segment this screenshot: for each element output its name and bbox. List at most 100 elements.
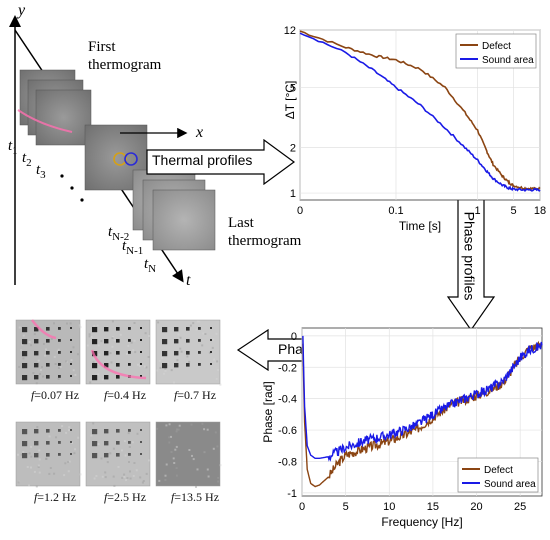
defect-dot (58, 363, 61, 366)
defect-dot (70, 441, 72, 443)
defect-dot (128, 339, 131, 342)
defect-dot (140, 441, 142, 443)
tn1-sub: N-1 (126, 245, 144, 257)
f-symbol: f (33, 490, 38, 504)
phase-y-tick: -0.6 (278, 425, 297, 437)
defect-dot (22, 429, 28, 435)
defect-dot (70, 339, 72, 341)
defect-dot (92, 375, 98, 381)
phasegram-4-freq: =1.2 Hz (37, 490, 77, 504)
defect-dot (140, 429, 142, 431)
phase-x-axis-label: Frequency [Hz] (381, 515, 462, 529)
defect-dot (58, 327, 61, 330)
phasegram-caption-2: f=0.4 Hz (90, 388, 160, 403)
thermal-x-axis-label: Time [s] (399, 219, 441, 233)
phasegram-image-5 (85, 421, 151, 487)
thermal-y-tick: 5 (290, 82, 296, 94)
defect-roi-circle (113, 152, 127, 166)
defect-dot (34, 441, 39, 446)
thermal-x-tick: 5 (511, 205, 517, 217)
phase-legend-label: Defect (484, 465, 513, 476)
defect-dot (186, 339, 190, 343)
phase-series-1 (302, 335, 543, 462)
thermogram-stack-diagram (9, 15, 216, 285)
defect-dot (104, 339, 109, 344)
t2-main: t (22, 150, 27, 166)
tn2-label: tN-2 (108, 224, 129, 243)
defect-dot (34, 375, 39, 380)
tn-main: t (144, 256, 149, 272)
defect-dot (70, 351, 72, 353)
t1-main: t (8, 138, 13, 154)
phase-y-tick: -0.4 (278, 394, 297, 406)
phase-profiles-arrow (446, 192, 496, 332)
defect-dot (22, 339, 28, 345)
last-thermogram-line1: Last (228, 215, 254, 231)
t1-sub: 1 (12, 145, 18, 157)
phasegram-thumbnails (15, 319, 222, 488)
defect-dot (116, 375, 120, 379)
defect-dot (58, 375, 61, 378)
defect-dot (140, 453, 142, 455)
defect-dot (128, 327, 131, 330)
phase-legend-label: Sound area (484, 479, 536, 490)
defect-dot (140, 351, 142, 353)
defect-dot (58, 351, 61, 354)
defect-dot (140, 363, 142, 365)
defect-dot (46, 351, 50, 355)
defect-dot (198, 351, 201, 354)
defect-dot (116, 363, 120, 367)
defect-dot (70, 375, 72, 377)
defect-dot (104, 327, 109, 332)
ellipsis-dot (70, 186, 74, 190)
phase-x-tick: 5 (343, 501, 349, 513)
defect-dot (198, 363, 201, 366)
last-thermogram-line2: thermogram (228, 233, 302, 249)
defect-dot (174, 339, 179, 344)
f-symbol: f (170, 490, 175, 504)
defect-dot (104, 429, 109, 434)
defect-dot (34, 363, 39, 368)
tn1-label: tN-1 (122, 238, 143, 257)
defect-dot (58, 453, 61, 456)
phasegram-3-freq: =0.7 Hz (177, 388, 217, 402)
defect-dot (104, 453, 109, 458)
defect-dot (104, 441, 109, 446)
defect-dot (186, 327, 190, 331)
ellipsis-dot (60, 174, 64, 178)
thermal-y-tick: 2 (290, 143, 296, 155)
defect-dot (128, 441, 131, 444)
t3-sub: 3 (40, 169, 46, 181)
phasegram-caption-3: f=0.7 Hz (160, 388, 230, 403)
t2-label: t2 (22, 150, 32, 169)
thermal-series-1 (299, 32, 541, 192)
t3-main: t (36, 162, 41, 178)
first-thermogram-label: First thermogram (88, 38, 161, 74)
defect-dot (162, 327, 168, 333)
phase-x-tick: 10 (383, 501, 395, 513)
t1-label: t1 (8, 138, 18, 157)
phase-x-tick: 20 (470, 501, 482, 513)
defect-dot (198, 339, 201, 342)
defect-dot (210, 363, 212, 365)
phase-x-tick: 25 (514, 501, 526, 513)
thermogram-frame-n (152, 189, 216, 251)
thermal-legend-label: Defect (482, 41, 511, 52)
defect-dot (140, 375, 142, 377)
defect-dot (162, 351, 168, 357)
defect-dot (92, 453, 98, 459)
defect-dot (34, 339, 39, 344)
defect-dot (34, 453, 39, 458)
last-thermogram-label: Last thermogram (228, 214, 301, 250)
defect-dot (46, 375, 50, 379)
x-axis-label: x (196, 124, 204, 141)
defect-dot (22, 375, 28, 381)
defect-dot (22, 363, 28, 369)
defect-dot (116, 453, 120, 457)
defect-dot (162, 339, 168, 345)
defect-dot (92, 327, 98, 333)
defect-dot (22, 327, 28, 333)
y-axis-label: y (18, 2, 26, 19)
phase-y-tick: -0.2 (278, 362, 297, 374)
